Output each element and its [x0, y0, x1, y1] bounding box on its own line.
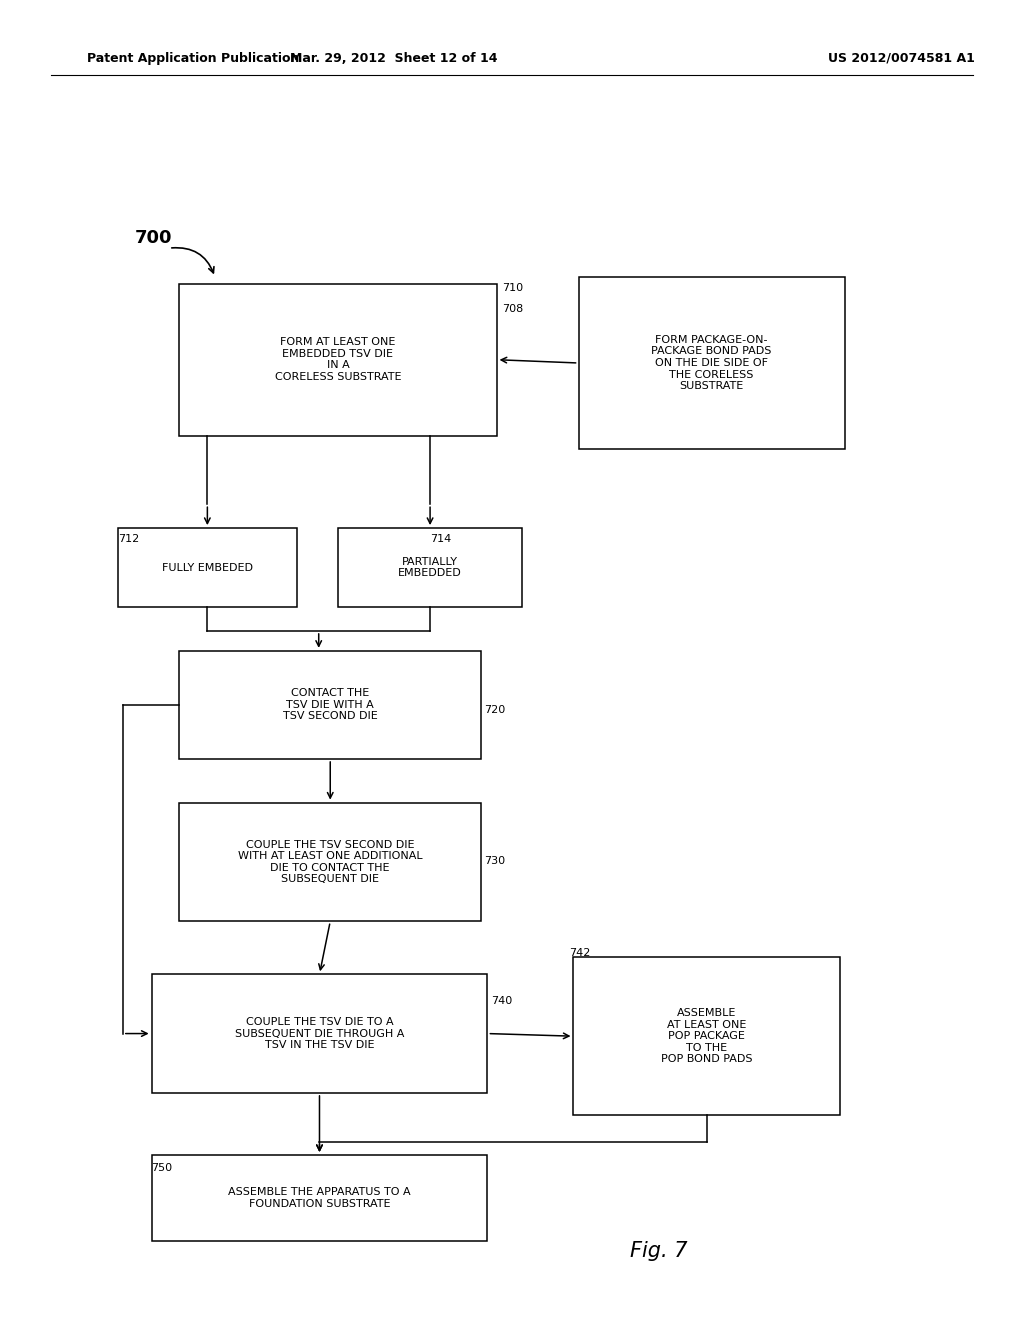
Text: FORM AT LEAST ONE
EMBEDDED TSV DIE
IN A
CORELESS SUBSTRATE: FORM AT LEAST ONE EMBEDDED TSV DIE IN A …	[274, 338, 401, 381]
FancyBboxPatch shape	[573, 957, 840, 1115]
Text: Patent Application Publication: Patent Application Publication	[87, 51, 299, 65]
Text: Mar. 29, 2012  Sheet 12 of 14: Mar. 29, 2012 Sheet 12 of 14	[291, 51, 498, 65]
FancyBboxPatch shape	[152, 974, 487, 1093]
Text: ASSEMBLE THE APPARATUS TO A
FOUNDATION SUBSTRATE: ASSEMBLE THE APPARATUS TO A FOUNDATION S…	[228, 1187, 411, 1209]
Text: FORM PACKAGE-ON-
PACKAGE BOND PADS
ON THE DIE SIDE OF
THE CORELESS
SUBSTRATE: FORM PACKAGE-ON- PACKAGE BOND PADS ON TH…	[651, 335, 772, 391]
Text: 714: 714	[430, 533, 452, 544]
Text: COUPLE THE TSV DIE TO A
SUBSEQUENT DIE THROUGH A
TSV IN THE TSV DIE: COUPLE THE TSV DIE TO A SUBSEQUENT DIE T…	[234, 1016, 404, 1051]
FancyBboxPatch shape	[152, 1155, 487, 1241]
Text: COUPLE THE TSV SECOND DIE
WITH AT LEAST ONE ADDITIONAL
DIE TO CONTACT THE
SUBSEQ: COUPLE THE TSV SECOND DIE WITH AT LEAST …	[238, 840, 423, 884]
FancyBboxPatch shape	[338, 528, 522, 607]
Text: 742: 742	[569, 948, 591, 958]
Text: 720: 720	[484, 705, 506, 715]
FancyBboxPatch shape	[179, 803, 481, 921]
FancyBboxPatch shape	[118, 528, 297, 607]
Text: FULLY EMBEDED: FULLY EMBEDED	[162, 562, 253, 573]
Text: 740: 740	[492, 995, 513, 1006]
Text: 712: 712	[118, 533, 139, 544]
Text: Fig. 7: Fig. 7	[630, 1241, 687, 1262]
FancyBboxPatch shape	[179, 284, 497, 436]
Text: 730: 730	[484, 855, 506, 866]
FancyBboxPatch shape	[579, 277, 845, 449]
Text: 708: 708	[502, 304, 523, 314]
Text: CONTACT THE
TSV DIE WITH A
TSV SECOND DIE: CONTACT THE TSV DIE WITH A TSV SECOND DI…	[283, 688, 378, 722]
FancyBboxPatch shape	[179, 651, 481, 759]
Text: US 2012/0074581 A1: US 2012/0074581 A1	[827, 51, 975, 65]
Text: ASSEMBLE
AT LEAST ONE
POP PACKAGE
TO THE
POP BOND PADS: ASSEMBLE AT LEAST ONE POP PACKAGE TO THE…	[660, 1008, 753, 1064]
Text: PARTIALLY
EMBEDDED: PARTIALLY EMBEDDED	[398, 557, 462, 578]
Text: 750: 750	[152, 1163, 173, 1173]
Text: 700: 700	[135, 228, 173, 247]
Text: 710: 710	[502, 282, 523, 293]
